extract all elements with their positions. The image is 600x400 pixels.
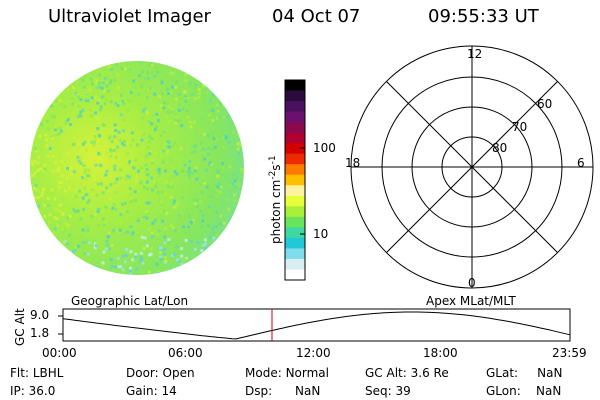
status-gain: Gain: 14	[126, 384, 177, 398]
mlt-label-12: 12	[467, 47, 483, 61]
date-label: 04 Oct 07	[272, 6, 361, 27]
altitude-curve	[62, 311, 571, 340]
uv-disk	[30, 61, 244, 275]
app-title: Ultraviolet Imager	[48, 6, 211, 27]
image-panel-label: Geographic Lat/Lon	[71, 294, 189, 308]
colorbar-tick-10: 10	[313, 227, 329, 241]
status-glon: GLon: NaN	[486, 384, 562, 398]
timeline-xtick-0000: 00:00	[42, 346, 77, 360]
status-mode: Mode: Normal	[245, 366, 329, 380]
colorbar-tick-100: 100	[313, 141, 336, 155]
lat-label-80: 80	[492, 141, 508, 155]
colorbar-gradient	[285, 80, 305, 281]
timeline-xtick-1800: 18:00	[423, 346, 458, 360]
mlt-label-18: 18	[345, 156, 361, 170]
mlt-label-0: 0	[468, 276, 476, 290]
status-glat: GLat: NaN	[486, 366, 563, 380]
lat-label-60: 60	[537, 97, 553, 111]
timeline-frame	[62, 308, 571, 342]
timeline-xtick-1200: 12:00	[296, 346, 331, 360]
status-ip: IP: 36.0	[10, 384, 56, 398]
status-door: Door: Open	[126, 366, 195, 380]
status-dsp: Dsp: NaN	[245, 384, 321, 398]
status-filter: Flt: LBHL	[10, 366, 64, 380]
timeline-ytick-high: 9.0	[30, 308, 50, 322]
timeline-xtick-2359: 23:59	[552, 346, 587, 360]
timeline-axis-title: GC Alt	[13, 308, 27, 346]
lat-label-70: 70	[512, 120, 528, 134]
status-gc-alt: GC Alt: 3.6 Re	[365, 366, 449, 380]
mlt-label-6: 6	[577, 156, 585, 170]
time-label: 09:55:33 UT	[428, 6, 539, 27]
timeline-ytick-low: 1.8	[30, 326, 50, 340]
polar-diagonal-2	[386, 81, 558, 253]
polar-panel-label: Apex MLat/MLT	[426, 294, 516, 308]
status-seq: Seq: 39	[365, 384, 411, 398]
timeline-xtick-0600: 06:00	[168, 346, 203, 360]
